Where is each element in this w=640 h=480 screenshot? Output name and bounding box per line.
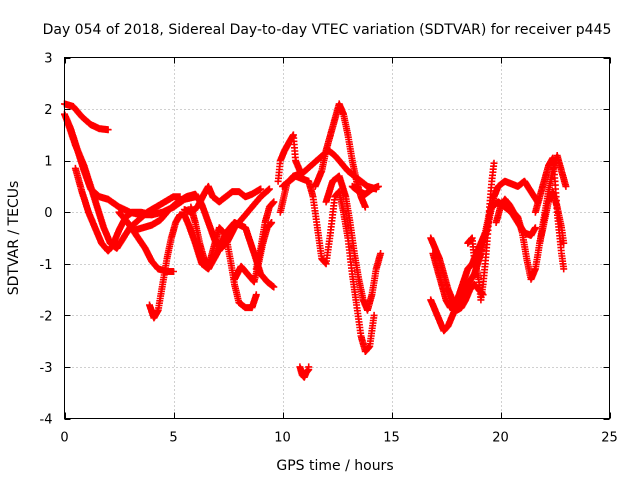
data-markers bbox=[71, 164, 156, 255]
data-markers bbox=[279, 172, 378, 355]
y-tick-label: 3 bbox=[44, 52, 52, 67]
series-track-09 bbox=[187, 203, 260, 312]
data-markers bbox=[130, 185, 273, 252]
x-tick-label: 15 bbox=[383, 431, 400, 446]
series-track-07 bbox=[130, 185, 273, 252]
data-markers bbox=[322, 172, 385, 314]
x-tick-label: 5 bbox=[169, 431, 177, 446]
data-markers bbox=[115, 208, 177, 275]
data-layer bbox=[61, 100, 570, 381]
x-tick-label: 10 bbox=[274, 431, 291, 446]
series-track-12 bbox=[274, 131, 304, 185]
data-markers bbox=[252, 198, 278, 273]
series-track-14 bbox=[279, 172, 378, 355]
series-track-05 bbox=[115, 208, 177, 275]
series-track-17 bbox=[348, 182, 382, 198]
series-track-16 bbox=[322, 172, 385, 314]
series-track-18 bbox=[296, 363, 313, 381]
data-markers bbox=[296, 363, 313, 381]
x-tick-label: 0 bbox=[60, 431, 68, 446]
x-tick-label: 25 bbox=[601, 431, 618, 446]
y-tick-label: -3 bbox=[40, 361, 53, 376]
series-track-25 bbox=[536, 188, 568, 247]
data-markers bbox=[536, 188, 568, 247]
series-track-22 bbox=[464, 159, 498, 304]
data-markers bbox=[348, 182, 382, 198]
y-tick-label: -4 bbox=[40, 413, 53, 428]
plot-frame bbox=[64, 57, 610, 419]
series-track-04 bbox=[71, 164, 156, 255]
x-tick-label: 20 bbox=[492, 431, 509, 446]
axes: 0 5 10 15 20 25 -4 -3 -2 -1 0 1 2 3 bbox=[40, 52, 618, 446]
series-track-11 bbox=[252, 198, 278, 273]
chart-title: Day 054 of 2018, Sidereal Day-to-day VTE… bbox=[43, 22, 612, 38]
data-markers bbox=[274, 131, 304, 185]
y-tick-label: 0 bbox=[44, 206, 52, 221]
y-tick-label: 2 bbox=[44, 103, 52, 118]
y-tick-label: -1 bbox=[40, 258, 53, 273]
y-tick-label: 1 bbox=[44, 155, 52, 170]
y-axis-label: SDTVAR / TECUs bbox=[6, 181, 22, 296]
data-markers bbox=[187, 203, 260, 312]
x-axis-label: GPS time / hours bbox=[276, 458, 393, 474]
data-markers bbox=[464, 159, 498, 304]
y-tick-label: -2 bbox=[40, 309, 53, 324]
